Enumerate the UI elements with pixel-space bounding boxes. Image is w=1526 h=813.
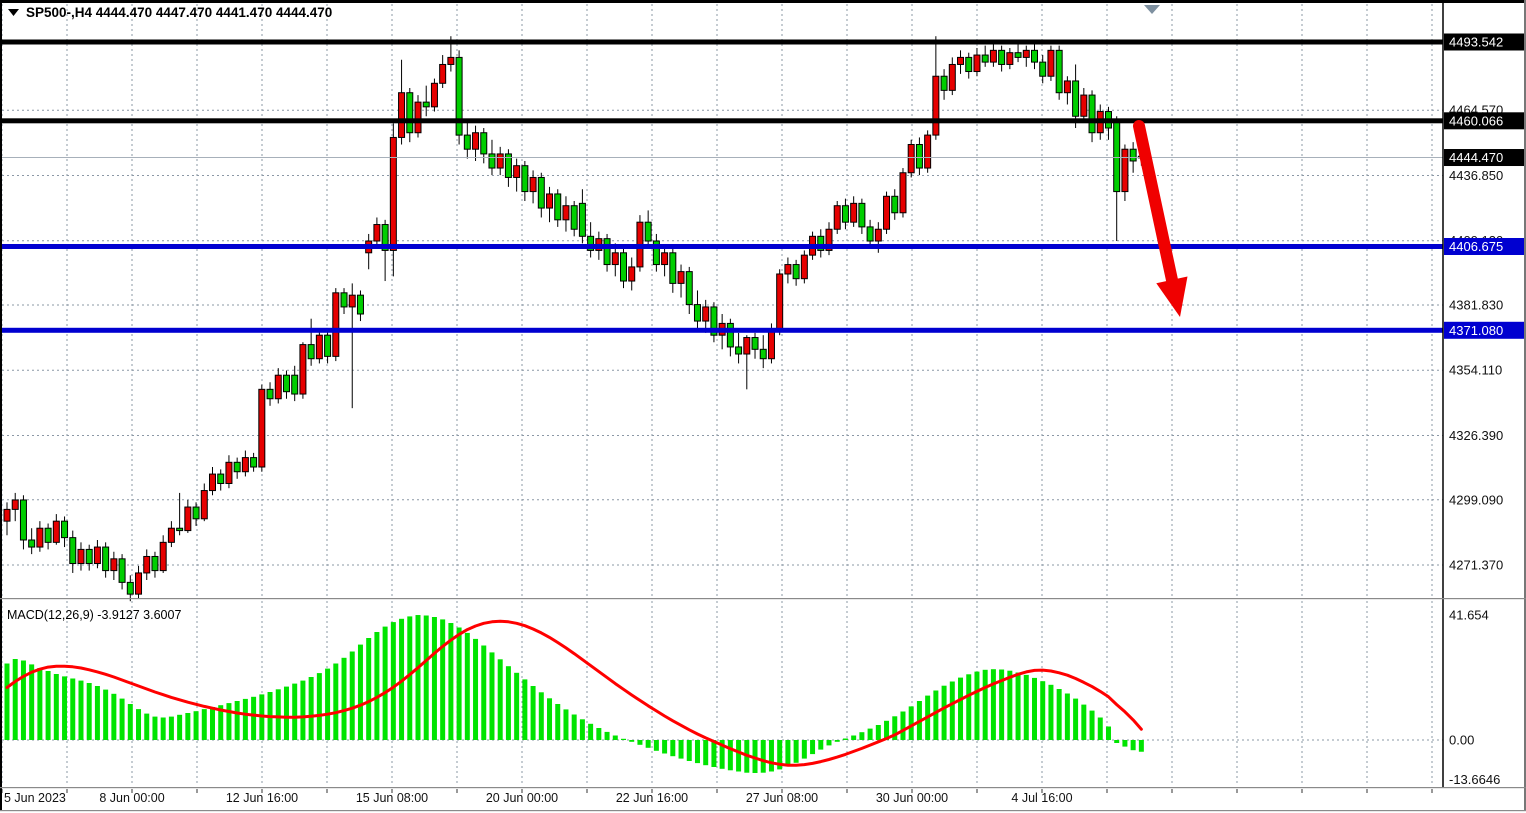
macd-axis[interactable]: 41.654 0.00 -13.6646: [1449, 608, 1500, 787]
macd-tick: 0.00: [1449, 733, 1474, 748]
price-badge-label: 4493.542: [1449, 35, 1503, 50]
price-tick: 4381.830: [1449, 297, 1503, 312]
horizontal-line-objects[interactable]: [2, 39, 1443, 333]
price-tick: 4436.850: [1449, 168, 1503, 183]
time-label: 5 Jun 2023: [4, 791, 66, 805]
price-tick: 4299.090: [1449, 492, 1503, 507]
macd-indicator: [4, 615, 1144, 773]
price-badge-label: 4406.675: [1449, 239, 1503, 254]
time-label: 4 Jul 16:00: [1011, 791, 1072, 805]
time-label: 30 Jun 00:00: [876, 791, 948, 805]
hline-4493.542[interactable]: [2, 39, 1443, 45]
hline-4460.066[interactable]: [2, 118, 1443, 124]
candlestick-series: [3, 36, 1145, 602]
hline-4371.08[interactable]: [2, 327, 1443, 333]
current-bar-marker-icon: [1144, 5, 1160, 14]
macd-tick: 41.654: [1449, 608, 1489, 623]
chevron-down-icon[interactable]: [8, 9, 19, 16]
symbol-header: SP500-,H4 4444.470 4447.470 4441.470 444…: [8, 5, 332, 20]
price-tick: 4271.370: [1449, 558, 1503, 573]
price-axis[interactable]: 4464.5704436.8504409.1304381.8304354.110…: [1442, 3, 1524, 788]
price-badge: [1444, 112, 1524, 130]
chart-title: SP500-,H4 4444.470 4447.470 4441.470 444…: [26, 5, 332, 20]
price-tick: 4354.110: [1449, 363, 1502, 378]
macd-indicator-label: MACD(12,26,9) -3.9127 3.6007: [7, 608, 181, 622]
time-axis[interactable]: 5 Jun 2023 8 Jun 00:00 12 Jun 16:00 15 Jun …: [1, 789, 1433, 805]
price-tick: 4326.390: [1449, 428, 1503, 443]
time-label: 20 Jun 00:00: [486, 791, 558, 805]
price-badge: [1444, 33, 1524, 51]
macd-tick: -13.6646: [1449, 772, 1500, 787]
price-badge: [1444, 237, 1524, 255]
time-label: 12 Jun 16:00: [226, 791, 298, 805]
price-badge: [1444, 149, 1524, 167]
price-badge-label: 4444.470: [1449, 150, 1503, 165]
time-label: 15 Jun 08:00: [356, 791, 428, 805]
price-badge-label: 4371.080: [1449, 323, 1503, 338]
time-label: 22 Jun 16:00: [616, 791, 688, 805]
price-badge: [1444, 321, 1524, 339]
time-label: 27 Jun 08:00: [746, 791, 818, 805]
hline-4406.675[interactable]: [2, 243, 1443, 249]
trend-arrow-object[interactable]: [1133, 120, 1188, 317]
price-badge-label: 4460.066: [1449, 113, 1503, 128]
time-label: 8 Jun 00:00: [99, 791, 164, 805]
